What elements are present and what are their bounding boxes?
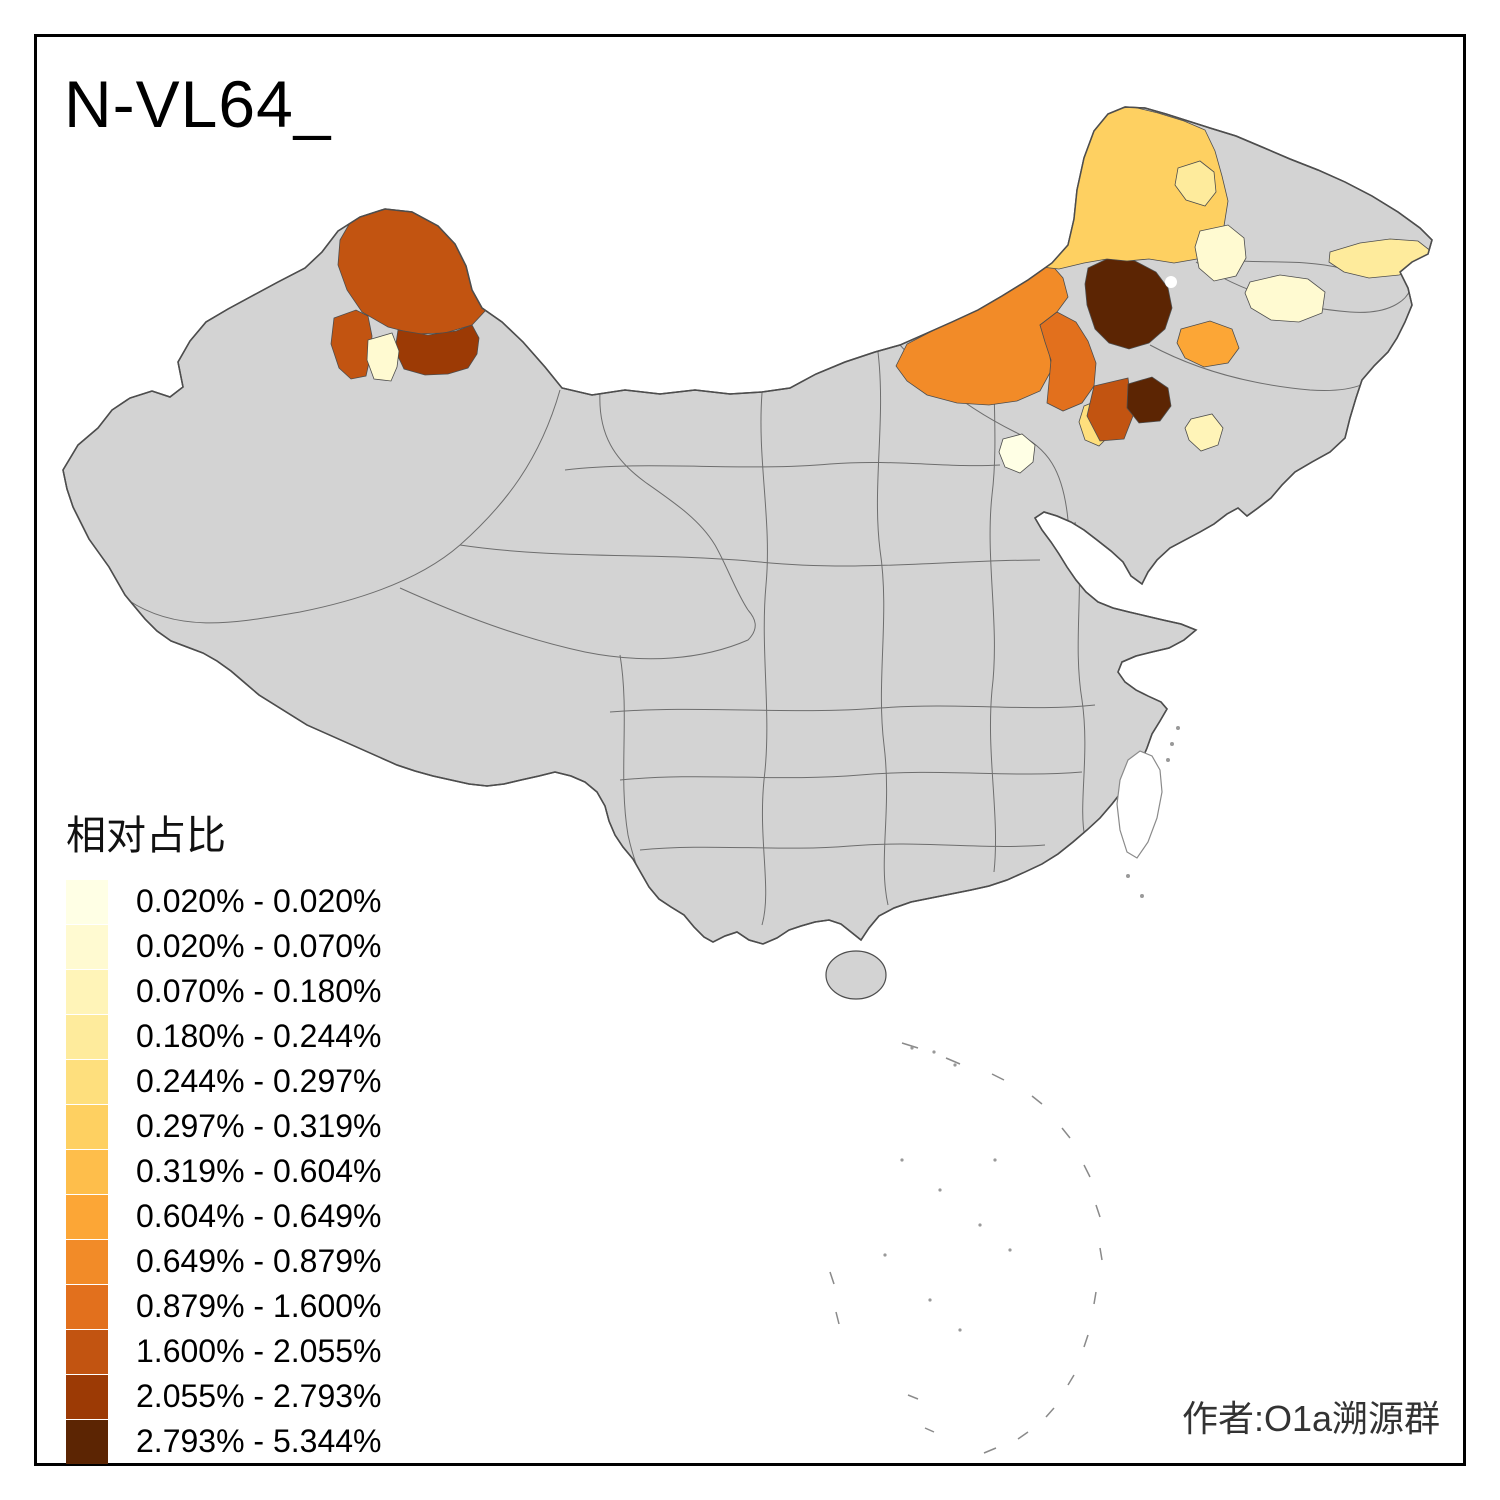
legend-swatch [66, 1194, 108, 1239]
legend-item: 2.055% - 2.793% [66, 1374, 382, 1419]
map-region-heilongjiang-patch [1174, 160, 1217, 207]
legend-label: 0.244% - 0.297% [136, 1063, 382, 1099]
legend-label: 0.879% - 1.600% [136, 1288, 382, 1324]
legend-item: 0.020% - 0.020% [66, 879, 382, 924]
map-region-songyuan-pale [1184, 413, 1224, 452]
legend-item: 0.070% - 0.180% [66, 969, 382, 1014]
map-region-inner-mongolia-east [1039, 311, 1097, 412]
hainan-island [825, 950, 887, 1000]
legend-swatch [66, 1329, 108, 1374]
legend-item: 0.244% - 0.297% [66, 1059, 382, 1104]
legend-label: 0.020% - 0.020% [136, 883, 382, 919]
legend-label: 0.297% - 0.319% [136, 1108, 382, 1144]
legend-item: 0.180% - 0.244% [66, 1014, 382, 1059]
legend-swatch [66, 1059, 108, 1104]
map-region-beijing-cream [998, 433, 1036, 474]
legend-items: 0.020% - 0.020% 0.020% - 0.070% 0.070% -… [66, 879, 382, 1464]
legend-label: 2.793% - 5.344% [136, 1423, 382, 1459]
legend-item: 0.649% - 0.879% [66, 1239, 382, 1284]
east-coast-islets [1126, 726, 1180, 898]
legend-swatch [66, 1014, 108, 1059]
legend-label: 2.055% - 2.793% [136, 1378, 382, 1414]
legend-item: 0.020% - 0.070% [66, 924, 382, 969]
legend-label: 0.319% - 0.604% [136, 1153, 382, 1189]
map-region-hulunbuir-dark [1084, 256, 1173, 350]
legend-item: 0.879% - 1.600% [66, 1284, 382, 1329]
page-title: N-VL64_ [64, 67, 332, 141]
legend-label: 1.600% - 2.055% [136, 1333, 382, 1369]
legend: 相对占比 0.020% - 0.020% 0.020% - 0.070% 0.0… [66, 803, 382, 1464]
map-region-altay-southeast [394, 324, 480, 376]
legend-label: 0.020% - 0.070% [136, 928, 382, 964]
legend-swatch [66, 1104, 108, 1149]
legend-label: 0.180% - 0.244% [136, 1018, 382, 1054]
legend-item: 0.319% - 0.604% [66, 1149, 382, 1194]
colored-regions [330, 107, 1432, 474]
legend-swatch [66, 1374, 108, 1419]
map-region-altay-pale [366, 332, 400, 382]
legend-swatch [66, 1149, 108, 1194]
legend-title: 相对占比 [66, 814, 226, 858]
legend-label: 0.649% - 0.879% [136, 1243, 382, 1279]
map-region-white-hole [1165, 276, 1177, 288]
legend-swatch [66, 1284, 108, 1329]
legend-item: 0.297% - 0.319% [66, 1104, 382, 1149]
map-region-jilin-pale-west [1194, 224, 1247, 282]
map-region-inner-mongolia-band [895, 262, 1069, 406]
map-region-baicheng [1176, 320, 1240, 368]
legend-label: 0.070% - 0.180% [136, 973, 382, 1009]
map-region-jilin-pale-mid [1244, 274, 1326, 323]
legend-swatch [66, 1239, 108, 1284]
south-china-sea-dashes [829, 1042, 1103, 1454]
legend-item: 0.604% - 0.649% [66, 1194, 382, 1239]
taiwan-island [1116, 750, 1163, 859]
map-region-red-west-of-dark [1086, 377, 1134, 442]
legend-label: 0.604% - 0.649% [136, 1198, 382, 1234]
legend-item: 1.600% - 2.055% [66, 1329, 382, 1374]
legend-swatch [66, 924, 108, 969]
legend-item: 2.793% - 5.344% [66, 1419, 382, 1464]
map-region-dark-south [1126, 376, 1172, 424]
legend-swatch [66, 969, 108, 1014]
legend-swatch [66, 879, 108, 924]
attribution: 作者:O1a溯源群 [1181, 1398, 1440, 1439]
map-region-altay-southwest [330, 309, 373, 380]
legend-swatch [66, 1419, 108, 1464]
